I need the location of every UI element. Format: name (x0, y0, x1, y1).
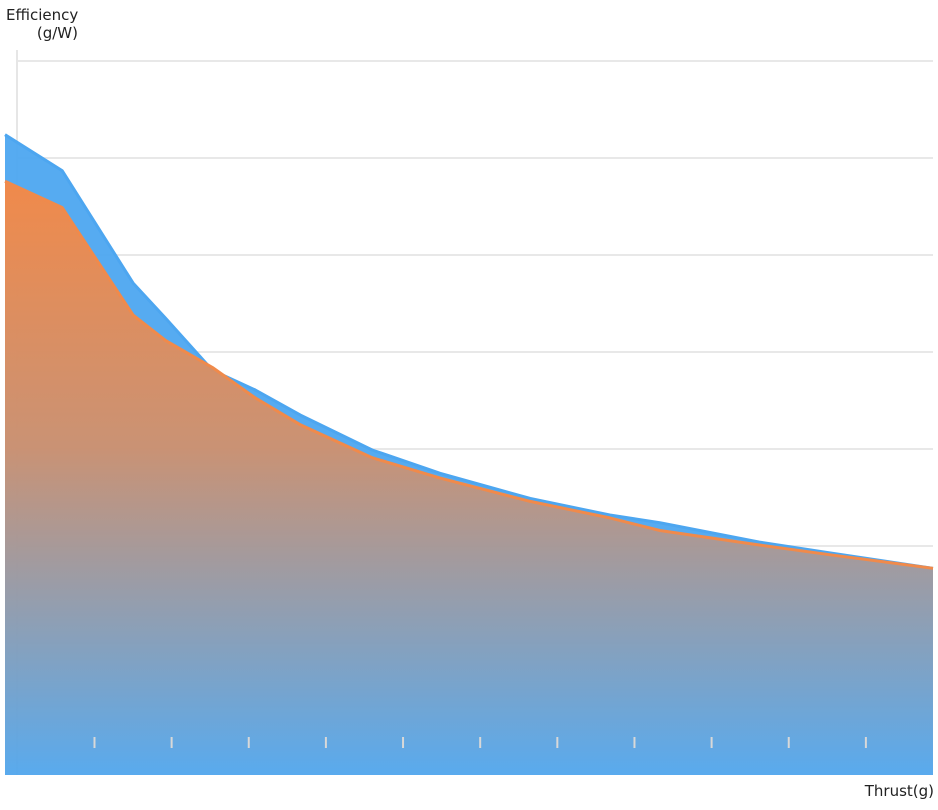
ticks (93, 737, 867, 748)
y-axis-label: (g/W) (37, 24, 78, 42)
y-axis-label: Efficiency (6, 6, 78, 24)
areas (4, 133, 934, 776)
line (4, 133, 934, 570)
x-axis-label: Thrust(g) (864, 782, 934, 800)
line (4, 179, 934, 570)
area (5, 181, 933, 776)
